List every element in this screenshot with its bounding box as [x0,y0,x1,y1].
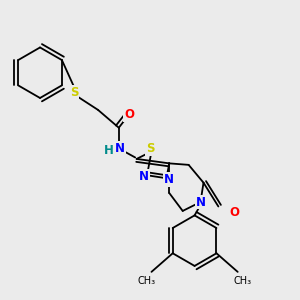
Text: S: S [70,85,79,98]
Text: S: S [146,142,154,155]
Text: O: O [230,206,240,219]
Text: H: H [103,143,113,157]
Text: CH₃: CH₃ [138,276,156,286]
Text: O: O [124,108,134,121]
Text: N: N [196,196,206,208]
Text: N: N [164,173,174,186]
Text: N: N [139,170,149,183]
Text: N: N [115,142,125,155]
Text: CH₃: CH₃ [233,276,251,286]
